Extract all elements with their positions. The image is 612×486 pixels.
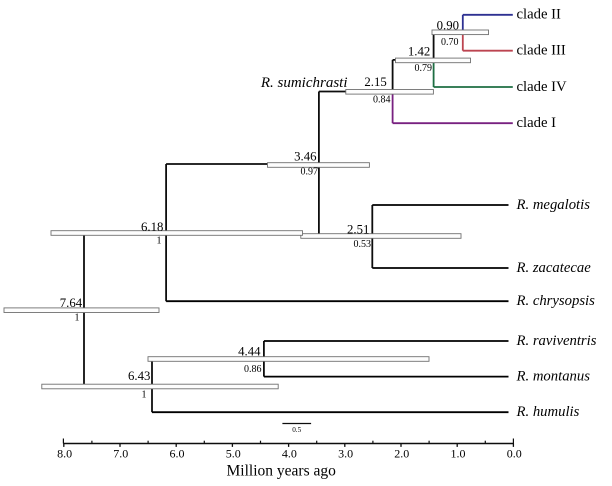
svg-text:3.46: 3.46: [294, 149, 317, 163]
svg-text:4.0: 4.0: [282, 446, 297, 460]
svg-text:R. montanus: R. montanus: [516, 368, 591, 384]
svg-text:R. raviventris: R. raviventris: [516, 333, 597, 349]
svg-text:R. megalotis: R. megalotis: [516, 197, 591, 213]
svg-text:0.97: 0.97: [301, 167, 319, 178]
svg-text:2.15: 2.15: [364, 75, 386, 89]
svg-text:1.42: 1.42: [408, 45, 430, 59]
svg-text:clade IV: clade IV: [517, 79, 568, 95]
svg-text:0.70: 0.70: [441, 37, 459, 48]
svg-text:0.5: 0.5: [292, 426, 301, 434]
svg-text:R. humulis: R. humulis: [516, 404, 580, 420]
svg-text:5.0: 5.0: [226, 446, 241, 460]
svg-text:0.86: 0.86: [244, 364, 262, 375]
svg-text:R. zacatecae: R. zacatecae: [516, 260, 592, 276]
svg-text:R. chrysopsis: R. chrysopsis: [516, 293, 596, 309]
svg-text:6.0: 6.0: [170, 446, 185, 460]
svg-text:0.84: 0.84: [373, 95, 391, 106]
svg-text:6.43: 6.43: [128, 369, 150, 383]
svg-text:clade III: clade III: [517, 43, 566, 59]
svg-text:0.90: 0.90: [437, 18, 459, 32]
svg-text:3.0: 3.0: [338, 446, 353, 460]
svg-text:0.0: 0.0: [507, 446, 522, 460]
svg-text:0.79: 0.79: [415, 63, 433, 74]
svg-text:R. sumichrasti: R. sumichrasti: [260, 75, 348, 91]
svg-text:clade II: clade II: [517, 7, 562, 23]
svg-text:clade I: clade I: [517, 115, 557, 131]
svg-text:8.0: 8.0: [57, 446, 72, 460]
svg-text:1.0: 1.0: [451, 446, 466, 460]
svg-text:2.51: 2.51: [347, 222, 369, 236]
svg-text:7.64: 7.64: [60, 296, 83, 310]
svg-text:4.44: 4.44: [238, 345, 261, 359]
svg-text:0.53: 0.53: [354, 239, 372, 250]
svg-text:Million years ago: Million years ago: [227, 462, 337, 479]
svg-text:1: 1: [142, 390, 147, 401]
svg-text:1: 1: [157, 236, 162, 247]
svg-text:1: 1: [75, 312, 80, 323]
svg-text:6.18: 6.18: [141, 220, 163, 234]
svg-text:2.0: 2.0: [394, 446, 409, 460]
svg-text:7.0: 7.0: [113, 446, 128, 460]
